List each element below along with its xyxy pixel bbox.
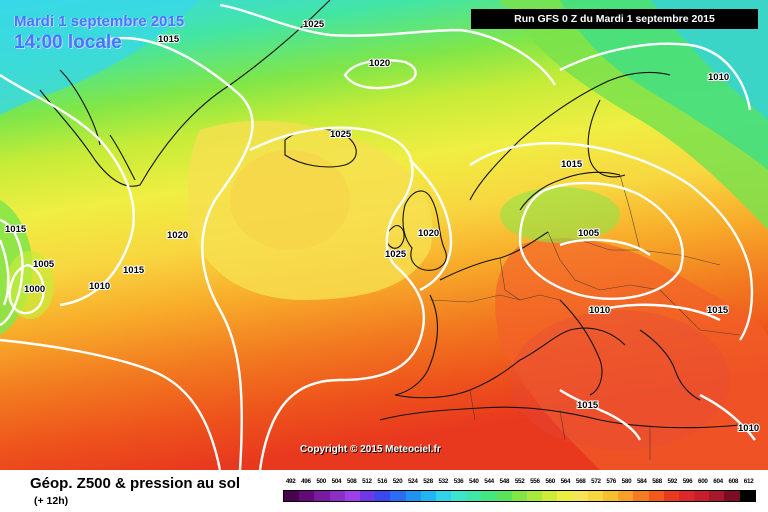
z500-shading [0,0,768,470]
scale-label: 508 [346,478,357,485]
scale-label: 600 [698,478,708,485]
scale-label: 544 [484,478,494,485]
color-scale [283,490,756,502]
isobar-label: 1025 [385,249,407,260]
scale-label: 604 [713,478,723,485]
isobar-label: 1015 [561,159,583,170]
scale-label: 580 [621,478,632,485]
scale-swatch [466,491,482,501]
scale-label: 524 [407,478,418,485]
isobar-label: 1015 [5,224,27,235]
scale-label: 608 [728,478,739,485]
scale-swatch [314,491,330,501]
isobar-label: 1000 [24,284,45,295]
scale-swatch [405,491,421,501]
scale-swatch [572,491,588,501]
scale-swatch [724,491,740,501]
run-info: Run GFS 0 Z du Mardi 1 septembre 2015 [471,9,758,29]
isobar-labels: 1025 1015 1020 1025 1010 1015 1015 1005 … [4,18,760,435]
scale-label: 532 [438,478,449,485]
scale-swatch [390,491,406,501]
isobar-label: 1010 [738,423,759,434]
isobars [0,3,756,470]
isobar-label: 1025 [330,129,352,140]
isobar-label: 1025 [303,19,325,30]
scale-label: 504 [331,478,342,485]
scale-label: 568 [575,478,586,485]
isobar-label: 1020 [369,58,390,69]
scale-label: 576 [606,478,617,485]
scale-swatch [633,491,649,501]
scale-swatch [542,491,558,501]
scale-swatch [618,491,634,501]
scale-swatch [602,491,619,501]
isobar-label: 1005 [578,228,600,239]
scale-label: 612 [743,478,754,485]
scale-swatch [678,491,695,501]
scale-label: 492 [285,478,296,485]
scale-label: 496 [301,478,311,485]
forecast-time: 14:00 locale [14,32,122,53]
isobar-label: 1015 [123,265,145,276]
scale-label: 548 [499,478,510,485]
scale-label: 552 [514,478,525,485]
isobar-label: 1010 [708,72,729,83]
scale-swatch [709,491,725,501]
scale-label: 500 [316,478,326,485]
scale-label: 592 [667,478,678,485]
scale-swatch [435,491,452,501]
isobar-label: 1015 [707,305,729,316]
scale-swatch [648,491,664,501]
scale-swatch [481,491,497,501]
scale-label: 560 [545,478,555,485]
forecast-offset: (+ 12h) [34,495,69,507]
isobar-label: 1010 [589,305,610,316]
scale-swatch [694,491,710,501]
isobar-label: 1020 [418,228,439,239]
scale-swatch [451,491,467,501]
scale-label: 564 [560,478,571,485]
scale-swatch [511,491,527,501]
isobar-label: 1015 [577,400,599,411]
scale-swatch [375,491,391,501]
scale-swatch [527,491,543,501]
scale-swatch [299,491,315,501]
isobar-label: 1015 [158,34,180,45]
forecast-date: Mardi 1 septembre 2015 [14,13,185,30]
scale-swatch [420,491,436,501]
scale-label: 536 [453,478,464,485]
product-title: Géop. Z500 & pression au sol [30,475,241,492]
isobar-label: 1020 [167,230,188,241]
scale-label: 512 [362,478,372,485]
scale-swatch [284,491,300,501]
scale-label: 540 [469,478,479,485]
weather-map: 1025 1015 1020 1025 1010 1015 1015 1005 … [0,0,768,470]
scale-label: 516 [377,478,388,485]
scale-label: 556 [530,478,540,485]
scale-label: 584 [636,478,647,485]
scale-swatch [344,491,360,501]
scale-swatch [496,491,512,501]
isobar-label: 1010 [89,281,110,292]
scale-label: 588 [652,478,662,485]
scale-label: 520 [392,478,403,485]
coastlines [39,0,741,429]
scale-swatch [663,491,679,501]
scale-swatch [359,491,376,501]
legend-bar: Géop. Z500 & pression au sol (+ 12h) 492… [0,470,768,512]
scale-label: 528 [423,478,433,485]
scale-swatch [557,491,573,501]
scale-swatch [739,491,755,501]
color-scale-labels: 492 496 500 504 508 512 516 520 524 528 532 536 540 5… [283,478,756,489]
scale-label: 572 [591,478,601,485]
copyright: Copyright © 2015 Meteociel.fr [300,444,441,455]
scale-label: 596 [682,478,693,485]
scale-swatch [587,491,603,501]
scale-swatch [329,491,345,501]
isobar-label: 1005 [33,259,55,270]
